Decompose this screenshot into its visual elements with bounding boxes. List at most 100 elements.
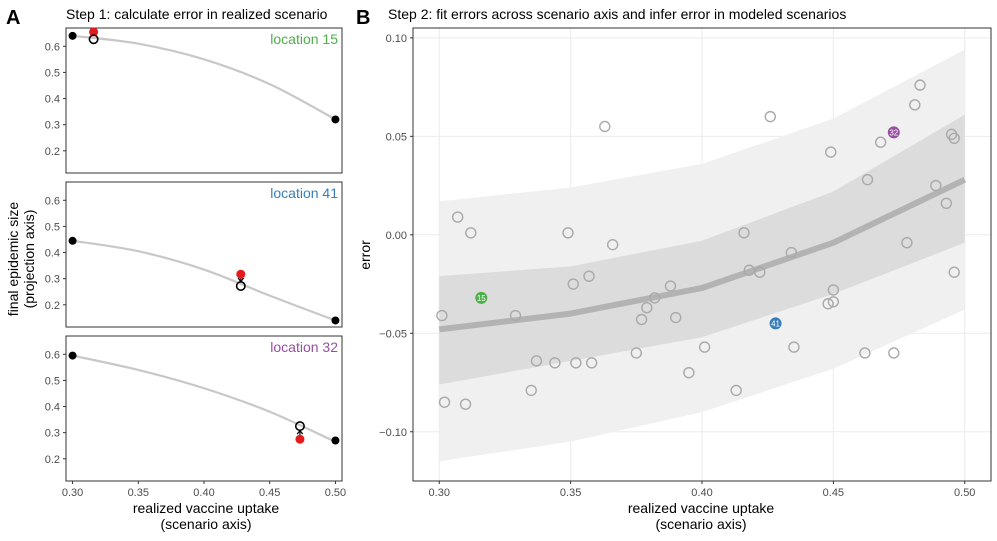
y-tick-label: 0.4	[45, 402, 60, 414]
panel-a-xlabel-line1: realized vaccine uptake	[133, 500, 280, 516]
error-point	[827, 284, 840, 296]
x-tick-label: 0.40	[691, 487, 712, 499]
error-point	[822, 298, 834, 310]
x-tick-label: 0.45	[823, 487, 844, 499]
error-point	[530, 355, 543, 367]
error-point	[670, 311, 682, 324]
highlighted-point-marker	[769, 317, 782, 330]
error-point	[788, 341, 800, 353]
panel-b-ylabel: error	[357, 240, 373, 270]
y-tick-label: 0.5	[45, 67, 60, 79]
error-point	[785, 246, 798, 259]
error-point	[764, 110, 777, 123]
error-point	[861, 173, 874, 186]
x-tick-label: 0.50	[325, 487, 346, 499]
anchor-point	[331, 316, 340, 325]
error-point	[635, 313, 648, 326]
error-point	[549, 357, 561, 369]
error-point	[465, 227, 477, 239]
error-point	[599, 120, 611, 133]
y-tick-label: 0.6	[45, 41, 60, 53]
highlighted-point-marker	[887, 126, 900, 139]
highlighted-point-label: 15	[477, 294, 486, 303]
y-tick-label: 0.3	[45, 120, 60, 132]
y-tick-label: 0.3	[45, 428, 60, 440]
highlighted-point-41: 41	[769, 317, 782, 330]
projection-curve	[72, 354, 336, 443]
panel-b-title: Step 2: fit errors across scenario axis …	[388, 6, 846, 22]
x-tick-label: 0.35	[560, 487, 581, 499]
facet-location-label: location 32	[270, 339, 338, 355]
error-point	[754, 266, 766, 278]
x-tick-label: 0.35	[128, 487, 149, 499]
error-point	[914, 79, 926, 91]
error-point	[641, 301, 653, 314]
panel-b-xlabel-line2: (scenario axis)	[655, 516, 746, 532]
error-point	[874, 136, 887, 148]
facet-1: 0.2 0.3 0.4 0.5 0.6 location 15	[45, 27, 343, 174]
error-point	[509, 309, 522, 322]
panel-a-ylabel-line2: (projection axis)	[21, 210, 37, 309]
facet-frame	[65, 27, 343, 174]
panel-a-ylabel-line1: final epidemic size	[5, 202, 21, 317]
error-point	[683, 366, 695, 379]
panel-a-title: Step 1: calculate error in realized scen…	[66, 6, 328, 22]
error-point	[570, 357, 582, 369]
anchor-point	[68, 351, 77, 360]
error-point	[436, 309, 448, 322]
y-tick-label: 0.5	[45, 221, 60, 233]
y-tick-label: 0.5	[45, 375, 60, 387]
x-tick-label: 0.45	[259, 487, 280, 499]
highlighted-point-15: 15	[475, 291, 488, 304]
y-tick-label: −0.10	[379, 427, 407, 439]
y-tick-label: 0.3	[45, 274, 60, 286]
error-point	[948, 132, 960, 144]
highlighted-point-label: 32	[889, 128, 898, 137]
panel-a-xlabel-line2: (scenario axis)	[160, 516, 251, 532]
error-point	[438, 396, 451, 408]
y-tick-label: 0.2	[45, 146, 60, 158]
y-tick-label: 0.10	[386, 33, 407, 45]
highlighted-point-marker	[475, 291, 488, 304]
anchor-point	[331, 115, 340, 124]
error-point	[630, 347, 643, 359]
highlighted-point-32: 32	[887, 126, 900, 139]
modeled-point	[235, 280, 246, 291]
error-point	[888, 347, 900, 359]
y-tick-label: −0.05	[379, 328, 407, 340]
error-point	[827, 296, 840, 308]
y-tick-label: 0.2	[45, 454, 60, 466]
panel-label-b: B	[356, 7, 370, 29]
x-tick-label: 0.40	[193, 487, 214, 499]
error-point	[738, 227, 750, 239]
y-tick-label: 0.6	[45, 349, 60, 361]
modeled-point	[88, 34, 99, 45]
error-point	[525, 384, 537, 397]
error-point	[459, 398, 472, 410]
y-tick-label: 0.6	[45, 195, 60, 207]
panel-b: 15 41 32 −0.10 −0.05 0.00 0.05 0.10 0.30 0.35 0.40…	[379, 27, 992, 499]
x-tick-label: 0.30	[429, 487, 450, 499]
facet-location-label: location 15	[270, 31, 338, 47]
x-tick-label: 0.30	[62, 487, 83, 499]
panel-label-a: A	[6, 7, 20, 29]
y-tick-label: 0.4	[45, 248, 60, 260]
error-point	[567, 278, 579, 290]
error-point	[940, 197, 953, 209]
error-point	[825, 146, 837, 158]
inner-interval-band	[439, 114, 965, 385]
anchor-point	[68, 236, 77, 245]
error-point	[948, 266, 960, 278]
error-point	[901, 236, 913, 249]
realized-point	[89, 27, 99, 37]
anchor-point	[331, 436, 340, 445]
error-point	[743, 264, 755, 276]
realized-point	[236, 269, 246, 279]
error-point	[585, 357, 598, 369]
facet-location-label: location 41	[270, 185, 338, 201]
facet-3: 0.2 0.3 0.4 0.5 0.6 location 32	[45, 335, 343, 482]
realized-point	[295, 434, 305, 444]
error-point	[649, 292, 661, 304]
y-tick-label: 0.05	[386, 131, 407, 143]
